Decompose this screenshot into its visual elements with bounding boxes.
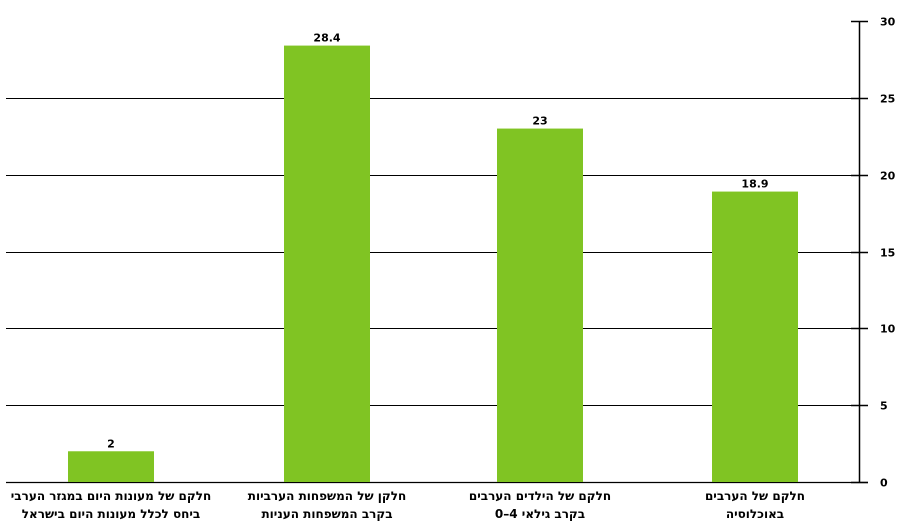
bar <box>712 191 798 482</box>
data-label: 23 <box>532 115 547 128</box>
bar <box>284 45 370 482</box>
y-tick-label: 20 <box>880 170 896 183</box>
x-tick-label: חלקן של המשפחות הערביות <box>248 489 406 503</box>
y-tick-label: 30 <box>880 16 896 29</box>
bars <box>68 45 798 483</box>
x-tick-label: בקרב המשפחות העניות <box>261 507 392 521</box>
y-tick-label: 10 <box>880 323 896 336</box>
x-tick-label: חלקם של מעונות היום במגזר הערבי <box>11 489 211 503</box>
bar <box>68 451 154 482</box>
x-tick-label: באוכלוסיה <box>726 507 784 521</box>
x-tick-label: חלקם של הערבים <box>705 489 805 503</box>
data-label: 18.9 <box>741 178 768 191</box>
labels: 2 28.4 23 18.9 חלקם של מעונות היום במגזר הער… <box>11 32 805 521</box>
data-label: 28.4 <box>313 32 340 45</box>
y-tick-label: 15 <box>880 247 895 260</box>
data-label: 2 <box>107 437 115 450</box>
y-tick-label: 25 <box>880 93 895 106</box>
x-tick-label: ביחס לכלל מעונות היום בישראל <box>22 507 201 521</box>
bar <box>497 128 583 483</box>
x-tick-label: בקרב גילאי 4–0 <box>495 507 585 521</box>
y-tick-label: 5 <box>880 400 888 413</box>
y-axis: 0 5 10 15 20 25 30 <box>851 16 896 490</box>
y-tick-label: 0 <box>880 477 888 490</box>
x-tick-label: חלקם של הילדים הערבים <box>469 489 611 503</box>
